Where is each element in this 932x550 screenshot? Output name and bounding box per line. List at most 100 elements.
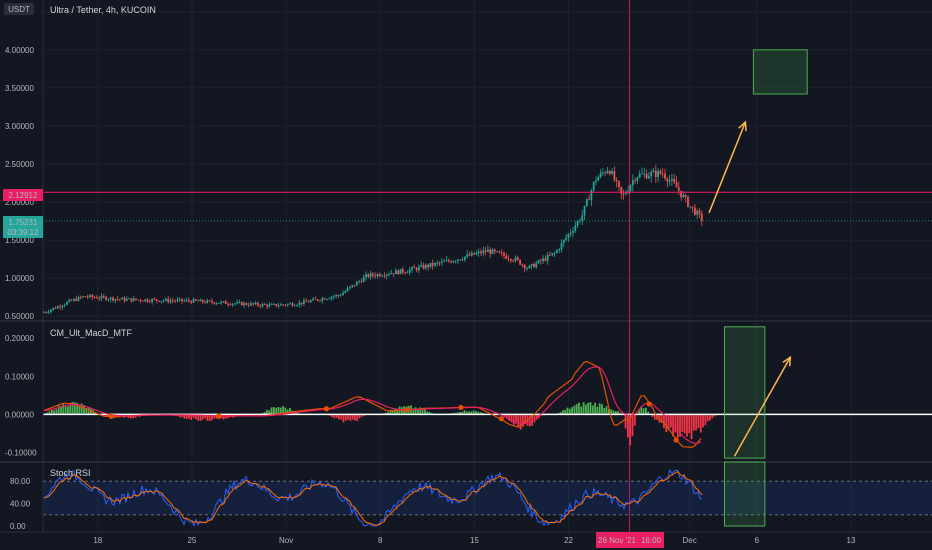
price-candle (648, 176, 650, 179)
price-axis[interactable]: 0.50000 1.00000 1.50000 2.00000 2.50000 3.000… (5, 8, 34, 321)
price-candle (604, 172, 607, 174)
price-candle (132, 298, 135, 302)
price-candle (135, 298, 137, 300)
macd-histogram-bar (279, 407, 282, 415)
macd-histogram-bar (533, 414, 536, 423)
projection-arrow[interactable] (708, 120, 747, 214)
price-candle (323, 298, 326, 300)
macd-highlight-zone[interactable] (724, 326, 766, 459)
projection-arrow-head (782, 355, 792, 367)
macd-cross-dot (646, 401, 652, 407)
macd-histogram-bar (512, 414, 515, 425)
macd-indicator-title[interactable]: CM_Ult_MacD_MTF (50, 328, 133, 338)
price-candle (270, 304, 273, 305)
macd-histogram-bar (559, 412, 562, 415)
macd-histogram-bar (640, 406, 643, 415)
price-candle (562, 239, 565, 243)
price-candle (383, 275, 386, 277)
price-candle (112, 297, 114, 301)
price-candle (169, 300, 172, 302)
price-candle (275, 304, 278, 307)
price-candle (197, 300, 199, 302)
macd-histogram-bar (594, 402, 596, 415)
macd-histogram-bar (676, 414, 679, 439)
projection-arrow-shaft (733, 356, 791, 457)
price-candle (464, 256, 466, 260)
price-candle (374, 275, 377, 277)
crosshair-price-badge (3, 189, 43, 201)
price-candle (567, 234, 570, 238)
macd-histogram-bar (475, 411, 477, 415)
price-candle (291, 303, 294, 306)
price-candle (344, 291, 347, 293)
macd-histogram-bar (465, 411, 468, 415)
rsi-axis[interactable]: 0.00 40.00 80.00 (10, 477, 31, 531)
price-candle (130, 298, 133, 302)
macd-pane[interactable] (43, 326, 932, 459)
price-candle (443, 261, 446, 262)
price-candle (185, 299, 188, 301)
price-candle (643, 173, 646, 175)
target-zone-box[interactable] (752, 49, 808, 95)
macd-histogram-bar (419, 407, 422, 415)
macd-histogram-bar (468, 411, 470, 415)
macd-histogram-bar (275, 407, 278, 415)
price-candle (645, 173, 648, 179)
price-candle (376, 274, 379, 277)
price-candle (137, 299, 140, 301)
price-candle (43, 312, 45, 314)
price-tick-label: 4.00000 (5, 46, 34, 55)
price-candle (572, 230, 574, 233)
price-candle (418, 266, 420, 271)
price-candle (661, 173, 664, 175)
price-candle (583, 205, 586, 216)
price-candle (273, 304, 275, 305)
macd-histogram-bar (282, 406, 284, 415)
macd-histogram-bar (470, 411, 473, 415)
rsi-highlight-zone[interactable] (724, 461, 766, 527)
price-candle (537, 260, 540, 264)
macd-histogram-bar (665, 414, 668, 433)
macd-cross-dot (498, 416, 504, 422)
macd-histogram-bar (178, 414, 181, 418)
crosshair-date-badge (596, 532, 664, 548)
price-candle (326, 298, 328, 300)
macd-axis[interactable]: -0.10000 0.00000 0.10000 0.20000 (5, 334, 37, 457)
rsi-indicator-title[interactable]: Stoch RSI (50, 468, 91, 478)
macd-histogram-bar (194, 414, 197, 420)
macd-histogram-bar (360, 414, 363, 417)
price-candle (107, 299, 110, 301)
macd-cross-dot (673, 437, 679, 443)
price-candle (680, 190, 682, 198)
macd-histogram-bar (76, 402, 78, 415)
macd-projection-arrow[interactable] (733, 355, 792, 457)
price-candle (579, 220, 581, 222)
price-candle (84, 296, 87, 298)
price-candle (613, 171, 616, 181)
price-candle (220, 301, 222, 304)
price-candle (183, 300, 186, 302)
price-candle (461, 259, 464, 261)
macd-histogram-bar (263, 412, 266, 415)
price-candle (307, 301, 310, 303)
price-candle (434, 262, 436, 266)
price-candle (171, 300, 174, 302)
price-candle (162, 300, 165, 302)
time-axis[interactable]: 18 25 Nov 8 15 22 Dec 6 13 (93, 536, 856, 545)
price-candle (52, 307, 55, 310)
price-candle (558, 249, 561, 251)
macd-histogram-bar (69, 405, 72, 415)
time-tick-label: 25 (187, 536, 196, 545)
price-pane[interactable] (43, 49, 932, 315)
price-candle (231, 303, 234, 305)
currency-badge[interactable] (4, 3, 34, 15)
price-candle (406, 272, 409, 274)
price-candle (615, 180, 618, 182)
macd-histogram-bar (46, 412, 49, 415)
price-candle (204, 301, 206, 303)
stoch-rsi-pane[interactable] (43, 461, 932, 527)
price-candle (546, 254, 549, 261)
macd-histogram-bar (688, 414, 691, 434)
macd-histogram-bar (188, 414, 190, 419)
